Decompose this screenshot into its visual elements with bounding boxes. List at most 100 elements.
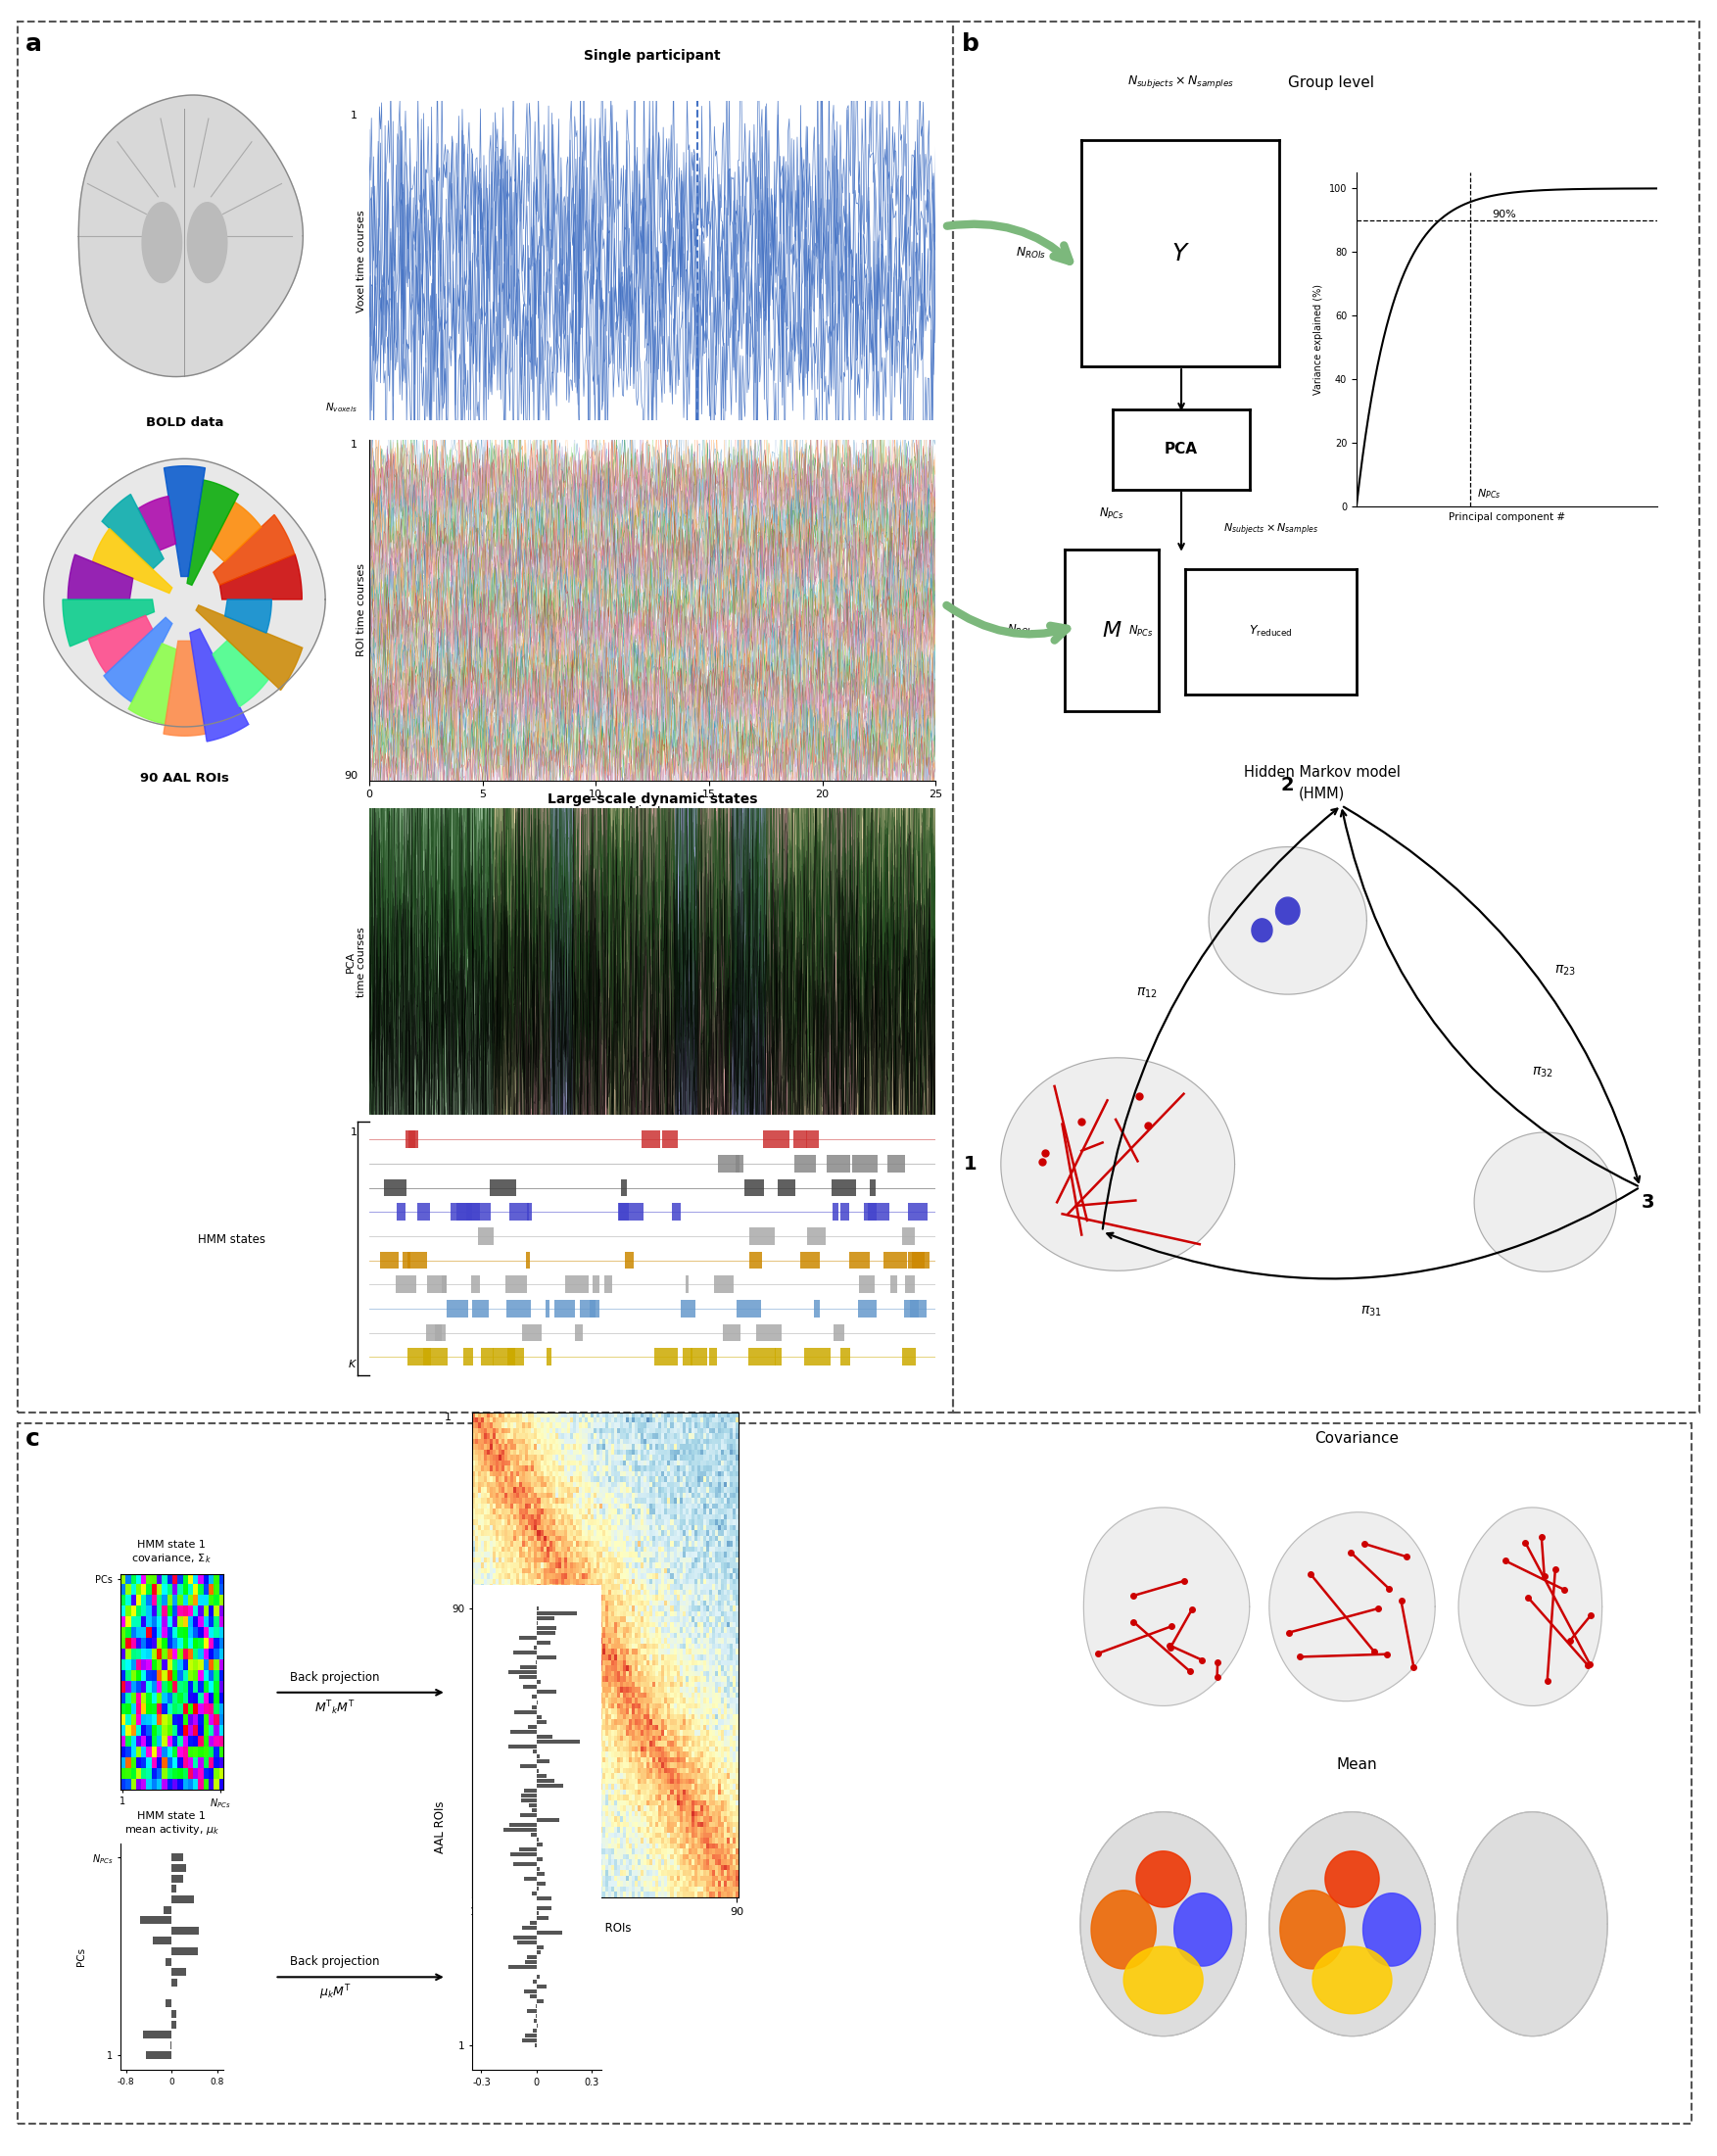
Polygon shape: [1252, 918, 1272, 942]
Text: Hidden Markov model
(HMM): Hidden Markov model (HMM): [1243, 765, 1401, 800]
Polygon shape: [137, 496, 175, 550]
Polygon shape: [103, 617, 172, 703]
Bar: [697, 808, 731, 1115]
Bar: [508, 1822, 536, 1826]
Text: c: c: [26, 1427, 39, 1451]
Text: Single participant: Single participant: [584, 50, 721, 63]
Text: $N_{\mathit{PCs}}$: $N_{\mathit{PCs}}$: [1477, 487, 1501, 500]
Bar: [536, 1779, 555, 1783]
Polygon shape: [1269, 1811, 1435, 2035]
Bar: [17, 22, 953, 1412]
Y-axis label: ROI time courses: ROI time courses: [357, 563, 366, 658]
Text: $M^{\mathrm{T}}{}_{k}M^{\mathrm{T}}$: $M^{\mathrm{T}}{}_{k}M^{\mathrm{T}}$: [314, 1699, 355, 1716]
Bar: [525, 2033, 536, 2037]
Polygon shape: [62, 599, 155, 647]
Bar: [536, 1733, 553, 1738]
Bar: [536, 1613, 577, 1615]
Text: Back projection: Back projection: [290, 1955, 379, 1968]
Polygon shape: [1209, 847, 1367, 994]
Polygon shape: [211, 502, 261, 563]
Y-axis label: Voxel time courses: Voxel time courses: [357, 209, 366, 313]
Text: $\pi_{31}$: $\pi_{31}$: [1360, 1304, 1382, 1317]
Bar: [766, 808, 788, 1115]
Bar: [536, 1714, 541, 1718]
Bar: [536, 1656, 556, 1660]
Bar: [153, 1936, 172, 1945]
Polygon shape: [45, 459, 325, 727]
Bar: [531, 1833, 536, 1837]
Text: HMM state 1
mean activity, $\mu_k$: HMM state 1 mean activity, $\mu_k$: [124, 1811, 220, 1837]
Bar: [536, 1999, 544, 2003]
Text: 2: 2: [1281, 776, 1295, 793]
Text: HMM state 1
covariance, $\Sigma_k$: HMM state 1 covariance, $\Sigma_k$: [132, 1539, 211, 1565]
X-axis label: Principal component #: Principal component #: [1449, 513, 1564, 522]
Text: 1: 1: [350, 110, 357, 121]
Bar: [536, 1917, 548, 1921]
Bar: [536, 1843, 543, 1846]
Text: $\pi_{23}$: $\pi_{23}$: [1554, 964, 1576, 979]
Bar: [536, 1951, 541, 1953]
Text: 1: 1: [445, 1412, 452, 1423]
Bar: [531, 1994, 536, 1999]
Polygon shape: [187, 481, 239, 584]
Polygon shape: [1137, 1852, 1190, 1908]
Polygon shape: [225, 599, 271, 634]
Text: 3: 3: [1641, 1192, 1655, 1212]
Bar: [519, 1675, 536, 1680]
Bar: [536, 1871, 544, 1876]
Bar: [532, 2029, 536, 2033]
Bar: [891, 808, 936, 1115]
Polygon shape: [1281, 1891, 1344, 1968]
Bar: [508, 1671, 536, 1675]
Polygon shape: [1326, 1852, 1379, 1908]
Text: $N_{\mathit{voxels}}$: $N_{\mathit{voxels}}$: [326, 401, 357, 414]
Polygon shape: [220, 554, 302, 599]
Bar: [857, 808, 891, 1115]
Bar: [536, 1606, 539, 1611]
Bar: [608, 808, 630, 1115]
Text: $\mathit{K}$: $\mathit{K}$: [349, 1358, 357, 1369]
Text: $\pi_{32}$: $\pi_{32}$: [1532, 1065, 1554, 1080]
Polygon shape: [196, 606, 302, 690]
Bar: [573, 808, 608, 1115]
Text: 90%: 90%: [1492, 209, 1516, 220]
Bar: [536, 1867, 539, 1871]
Bar: [520, 1813, 536, 1818]
Bar: [536, 1641, 549, 1645]
Bar: [165, 1906, 172, 1915]
Bar: [536, 1837, 539, 1841]
Y-axis label: AAL ROIs: AAL ROIs: [434, 1800, 446, 1854]
Bar: [172, 1865, 185, 1871]
Text: $N_{\mathit{PCs}}$: $N_{\mathit{PCs}}$: [1099, 507, 1125, 522]
Bar: [536, 1774, 546, 1777]
Bar: [532, 1809, 536, 1811]
Polygon shape: [101, 494, 163, 569]
Bar: [519, 1848, 536, 1852]
Bar: [513, 1936, 536, 1940]
Polygon shape: [1458, 1507, 1602, 1705]
Text: $\mu_k M^{\mathrm{T}}$: $\mu_k M^{\mathrm{T}}$: [319, 1984, 350, 2001]
Text: $\mathit{Y}$: $\mathit{Y}$: [1171, 241, 1190, 265]
Bar: [513, 1651, 536, 1656]
Bar: [172, 1874, 184, 1882]
Bar: [536, 1932, 563, 1934]
Bar: [532, 1695, 536, 1699]
Bar: [534, 2020, 536, 2022]
X-axis label: Minutes: Minutes: [628, 804, 676, 817]
Bar: [172, 1979, 177, 1986]
Bar: [536, 1818, 560, 1822]
Title: Large-scale dynamic states: Large-scale dynamic states: [548, 791, 757, 806]
Polygon shape: [1458, 1811, 1607, 2035]
Polygon shape: [1475, 1132, 1616, 1272]
Bar: [536, 1768, 539, 1772]
Text: 90: 90: [343, 770, 357, 780]
Y-axis label: Variance explained (%): Variance explained (%): [1314, 285, 1324, 395]
Bar: [369, 808, 494, 1115]
Bar: [536, 1906, 551, 1910]
Bar: [517, 808, 551, 1115]
Bar: [536, 1945, 544, 1949]
Bar: [172, 1968, 185, 1977]
Bar: [536, 1882, 546, 1886]
Bar: [822, 808, 857, 1115]
Bar: [532, 1749, 536, 1753]
